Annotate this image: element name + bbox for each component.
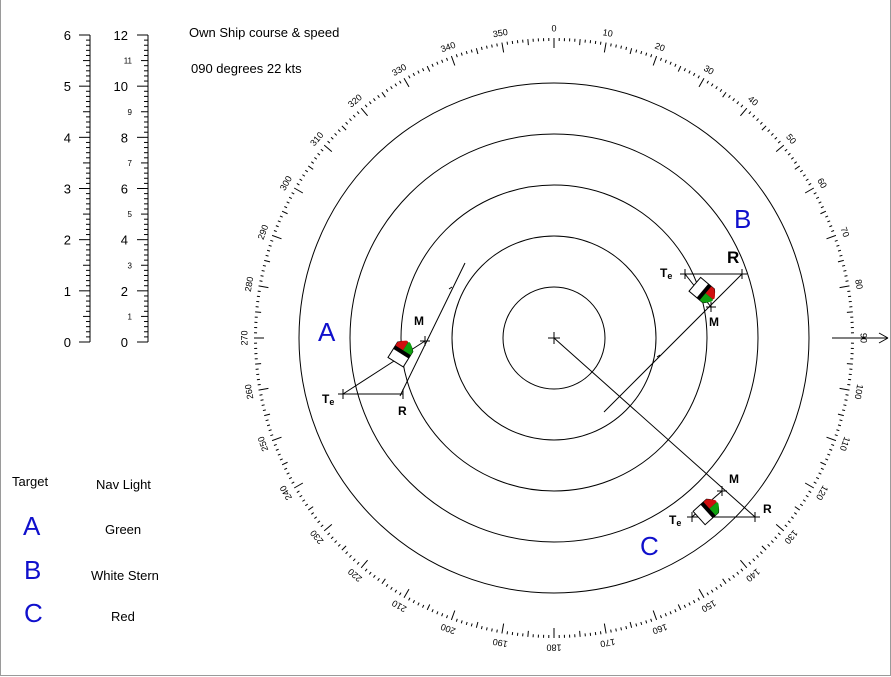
legend-header-target: Target xyxy=(12,474,49,489)
compass-bearing-label: 290 xyxy=(256,223,271,241)
target-b-id-label: B xyxy=(734,204,751,234)
legend-light-c: Red xyxy=(111,609,135,624)
target-a-id-label: A xyxy=(318,317,336,347)
own-ship-title: Own Ship course & speed xyxy=(189,25,340,40)
target-c-r-label: R xyxy=(763,502,772,516)
compass-bearing-label: 70 xyxy=(839,226,852,239)
compass-bearing-label: 240 xyxy=(278,484,294,502)
target-b-m-label: M xyxy=(709,315,719,329)
compass-bearing-label: 60 xyxy=(815,176,829,190)
range-ring-5 xyxy=(298,82,810,594)
target-c: M R Te C xyxy=(553,337,772,561)
target-c-relative-motion-line xyxy=(553,337,756,518)
compass-bearing-label: 260 xyxy=(243,383,255,400)
target-b-relative-motion-line xyxy=(603,273,743,413)
target-c-vessel-icon xyxy=(692,498,720,526)
compass-bearing-label: 350 xyxy=(492,27,509,39)
scale-right-major-label: 6 xyxy=(121,182,128,197)
target-a-m-label: M xyxy=(414,314,424,328)
own-ship-course-speed: 090 degrees 22 kts xyxy=(191,61,302,76)
scale-left-label: 0 xyxy=(64,335,71,350)
compass-bearing-label: 30 xyxy=(702,63,716,77)
scale-right-minor-label: 5 xyxy=(128,210,133,219)
compass-bearing-label: 130 xyxy=(783,528,800,546)
scale-right-major-label: 12 xyxy=(114,28,128,43)
scale-left-label: 3 xyxy=(64,182,71,197)
legend-target-a: A xyxy=(23,511,41,541)
own-ship-heading-arrow xyxy=(832,332,889,344)
compass-bearing-label: 190 xyxy=(492,637,509,649)
scale-left-label: 1 xyxy=(64,284,71,299)
target-c-id-label: C xyxy=(640,531,659,561)
target-a-relative-motion-line xyxy=(399,262,466,397)
legend-target-b: B xyxy=(24,555,42,585)
compass-bearing-label: 50 xyxy=(784,132,798,146)
compass-bearing-label: 270 xyxy=(239,330,249,345)
target-a-t-label: Te xyxy=(322,392,334,407)
target-a: M R Te A xyxy=(318,262,466,418)
compass-bearing-label: 120 xyxy=(814,484,830,502)
target-a-true-vector xyxy=(342,340,426,395)
target-c-m-label: M xyxy=(729,472,739,486)
compass-bearing-label: 160 xyxy=(651,622,669,637)
compass-bearing-label: 150 xyxy=(700,598,718,614)
scale-left-label: 2 xyxy=(64,233,71,248)
target-c-t-label: Te xyxy=(669,513,681,528)
legend-light-a: Green xyxy=(105,522,142,537)
legend-target-c: C xyxy=(24,598,43,628)
legend-light-b: White Stern xyxy=(91,568,159,583)
compass-bearing-label: 20 xyxy=(653,41,666,54)
scale-right-major-label: 10 xyxy=(114,79,128,94)
compass-bearing-label: 0 xyxy=(551,23,556,33)
range-ring-1 xyxy=(502,286,606,390)
scale-left-label: 4 xyxy=(64,130,71,145)
target-b: M R Te B xyxy=(603,204,751,413)
scale-right-minor-label: 9 xyxy=(128,108,133,117)
range-rings xyxy=(298,82,810,594)
scale-right-major-label: 2 xyxy=(121,284,128,299)
compass-bearing-label: 300 xyxy=(278,174,294,192)
scale-right-minor-label: 7 xyxy=(128,159,133,168)
compass-bearing-label: 10 xyxy=(602,27,614,39)
compass-bearing-label: 80 xyxy=(853,278,865,290)
compass-bearing-label: 340 xyxy=(439,40,457,55)
scale-right-major-label: 8 xyxy=(121,130,128,145)
compass-bearing-label: 320 xyxy=(346,92,364,109)
compass-bearing-label: 280 xyxy=(243,276,255,293)
compass-bearing-label: 110 xyxy=(838,435,852,452)
scale-right-minor-label: 3 xyxy=(128,261,133,270)
target-b-t-label: Te xyxy=(660,266,672,281)
compass-bearing-label: 140 xyxy=(744,567,762,584)
compass-bearing-label: 100 xyxy=(853,383,865,400)
target-a-r-label: R xyxy=(398,404,407,418)
scale-right-major-label: 0 xyxy=(121,335,128,350)
compass-bearing-label: 200 xyxy=(439,622,457,637)
range-ring-4 xyxy=(349,133,759,543)
compass-bearing-label: 210 xyxy=(390,598,408,614)
range-ring-3 xyxy=(400,184,708,492)
scale-left-label: 6 xyxy=(64,28,71,43)
compass-rose-ticks xyxy=(254,38,854,638)
compass-bearing-label: 180 xyxy=(546,643,561,653)
compass-bearing-label: 230 xyxy=(308,528,325,546)
compass-bearing-label: 220 xyxy=(346,567,364,584)
compass-bearing-label: 310 xyxy=(308,130,325,148)
range-ring-2 xyxy=(451,235,657,441)
compass-bearing-label: 170 xyxy=(599,637,616,649)
compass-bearing-label: 250 xyxy=(256,435,271,453)
legend-header-light: Nav Light xyxy=(96,477,151,492)
scale-right-minor-label: 1 xyxy=(128,312,133,321)
target-a-vessel-icon xyxy=(387,340,414,368)
compass-bearing-label: 330 xyxy=(390,62,408,78)
target-b-r-label: R xyxy=(727,248,739,267)
scale-right-major-label: 4 xyxy=(121,233,128,248)
scale-right-minor-label: 11 xyxy=(124,57,133,66)
target-b-vessel-icon xyxy=(688,276,716,304)
scale-left-label: 5 xyxy=(64,79,71,94)
compass-bearing-label: 40 xyxy=(746,94,760,108)
